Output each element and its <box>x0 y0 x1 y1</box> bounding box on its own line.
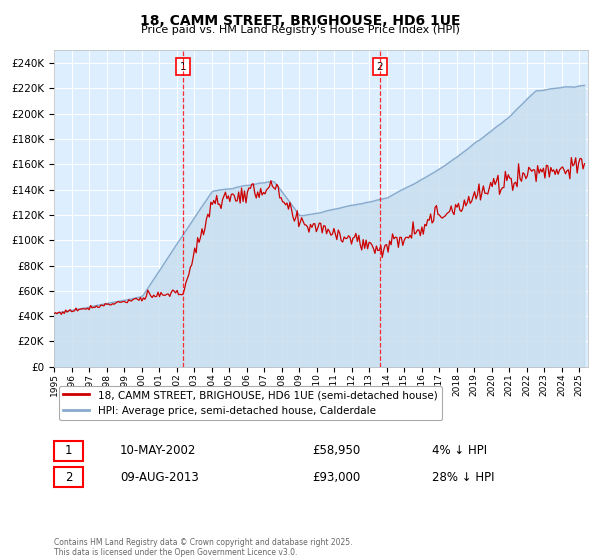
Text: £93,000: £93,000 <box>312 470 360 484</box>
Text: 28% ↓ HPI: 28% ↓ HPI <box>432 470 494 484</box>
18, CAMM STREET, BRIGHOUSE, HD6 1UE (semi-detached house) <box>80 305 87 312</box>
HPI: Average price, semi-detached house, Calderdale: (2e+03, 4.61e+04): Average price, semi-detached house, Cald… <box>78 305 85 312</box>
Text: 18, CAMM STREET, BRIGHOUSE, HD6 1UE: 18, CAMM STREET, BRIGHOUSE, HD6 1UE <box>140 14 460 28</box>
Line: HPI: Average price, semi-detached house, Calderdale: HPI: Average price, semi-detached house,… <box>54 85 584 314</box>
HPI: Average price, semi-detached house, Calderdale: (2e+03, 4.21e+04): Average price, semi-detached house, Cald… <box>50 310 58 317</box>
HPI: Average price, semi-detached house, Calderdale: (2e+03, 9.21e+04): Average price, semi-detached house, Cald… <box>169 247 176 254</box>
Text: 1: 1 <box>179 62 186 72</box>
Line: 18, CAMM STREET, BRIGHOUSE, HD6 1UE (semi-detached house): 18, CAMM STREET, BRIGHOUSE, HD6 1UE (sem… <box>54 157 584 314</box>
HPI: Average price, semi-detached house, Calderdale: (2.02e+03, 1.66e+05): Average price, semi-detached house, Cald… <box>454 153 461 160</box>
HPI: Average price, semi-detached house, Calderdale: (2.03e+03, 2.22e+05): Average price, semi-detached house, Cald… <box>581 82 588 88</box>
Text: 10-MAY-2002: 10-MAY-2002 <box>120 444 196 458</box>
Text: Price paid vs. HM Land Registry's House Price Index (HPI): Price paid vs. HM Land Registry's House … <box>140 25 460 35</box>
HPI: Average price, semi-detached house, Calderdale: (2.01e+03, 1.42e+05): Average price, semi-detached house, Cald… <box>275 184 282 190</box>
HPI: Average price, semi-detached house, Calderdale: (2e+03, 4.98e+04): Average price, semi-detached house, Cald… <box>101 300 109 307</box>
Text: Contains HM Land Registry data © Crown copyright and database right 2025.
This d: Contains HM Land Registry data © Crown c… <box>54 538 353 557</box>
18, CAMM STREET, BRIGHOUSE, HD6 1UE (semi-detached house) <box>455 200 462 207</box>
Text: £58,950: £58,950 <box>312 444 360 458</box>
18, CAMM STREET, BRIGHOUSE, HD6 1UE (semi-detached house) <box>170 288 178 295</box>
Legend: 18, CAMM STREET, BRIGHOUSE, HD6 1UE (semi-detached house), HPI: Average price, s: 18, CAMM STREET, BRIGHOUSE, HD6 1UE (sem… <box>59 386 442 420</box>
Text: 1: 1 <box>65 444 72 458</box>
18, CAMM STREET, BRIGHOUSE, HD6 1UE (semi-detached house) <box>58 311 65 318</box>
18, CAMM STREET, BRIGHOUSE, HD6 1UE (semi-detached house) <box>103 301 110 307</box>
18, CAMM STREET, BRIGHOUSE, HD6 1UE (semi-detached house) <box>181 286 188 293</box>
Text: 09-AUG-2013: 09-AUG-2013 <box>120 470 199 484</box>
18, CAMM STREET, BRIGHOUSE, HD6 1UE (semi-detached house) <box>276 194 283 201</box>
Text: 4% ↓ HPI: 4% ↓ HPI <box>432 444 487 458</box>
18, CAMM STREET, BRIGHOUSE, HD6 1UE (semi-detached house) <box>50 310 58 317</box>
Text: 2: 2 <box>65 470 72 484</box>
18, CAMM STREET, BRIGHOUSE, HD6 1UE (semi-detached house) <box>568 154 575 161</box>
HPI: Average price, semi-detached house, Calderdale: (2e+03, 1.04e+05): Average price, semi-detached house, Cald… <box>179 232 187 239</box>
18, CAMM STREET, BRIGHOUSE, HD6 1UE (semi-detached house) <box>581 160 588 167</box>
Text: 2: 2 <box>377 62 383 72</box>
